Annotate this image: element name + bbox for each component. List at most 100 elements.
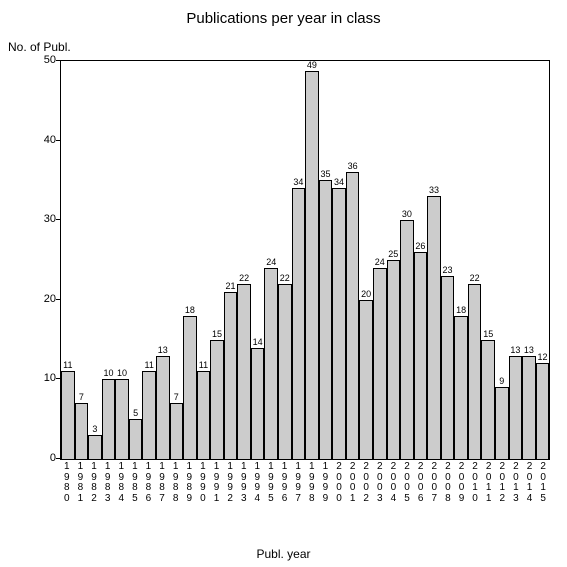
bar-value-label: 10: [103, 369, 113, 378]
bar-value-label: 11: [144, 361, 153, 370]
bar-rect: [305, 71, 319, 459]
bar: 13: [156, 61, 170, 459]
bar: 7: [170, 61, 184, 459]
bar-value-label: 22: [280, 274, 290, 283]
bar: 20: [359, 61, 373, 459]
bar: 5: [129, 61, 143, 459]
bar-value-label: 34: [334, 178, 344, 187]
bar-value-label: 9: [499, 377, 504, 386]
x-tick-label: 2013: [509, 462, 523, 504]
bar-rect: [75, 403, 89, 459]
x-tick-label: 1982: [87, 462, 101, 504]
bar-rect: [251, 348, 265, 459]
bar-rect: [170, 403, 184, 459]
bar-rect: [264, 268, 278, 459]
bar-rect: [441, 276, 455, 459]
bar-value-label: 12: [537, 353, 547, 362]
bar-value-label: 24: [375, 258, 385, 267]
bar-value-label: 5: [133, 409, 138, 418]
bar: 25: [387, 61, 401, 459]
bar-value-label: 25: [388, 250, 398, 259]
x-tick-label: 1992: [223, 462, 237, 504]
bar-rect: [197, 371, 211, 459]
bar: 36: [346, 61, 360, 459]
x-tick-label: 2015: [536, 462, 550, 504]
bar-value-label: 24: [266, 258, 276, 267]
x-tick-label: 2008: [441, 462, 455, 504]
bar: 24: [264, 61, 278, 459]
bar: 21: [224, 61, 238, 459]
x-tick-label: 2004: [387, 462, 401, 504]
x-tick-label: 2003: [373, 462, 387, 504]
y-axis-title: No. of Publ.: [8, 40, 71, 54]
bar: 11: [197, 61, 211, 459]
bar-value-label: 15: [212, 330, 222, 339]
x-tick-label: 2000: [332, 462, 346, 504]
bar-rect: [400, 220, 414, 459]
bar-rect: [224, 292, 238, 459]
x-tick-label: 2012: [496, 462, 510, 504]
bar-value-label: 33: [429, 186, 439, 195]
bar: 33: [427, 61, 441, 459]
bar: 18: [454, 61, 468, 459]
y-axis-ticks: 01020304050: [0, 60, 60, 460]
x-axis-title: Publ. year: [0, 547, 567, 561]
y-tick-label: 30: [44, 213, 56, 225]
bar: 3: [88, 61, 102, 459]
x-tick-label: 2001: [346, 462, 360, 504]
bar-value-label: 23: [443, 266, 453, 275]
bar-rect: [346, 172, 360, 459]
x-tick-label: 1985: [128, 462, 142, 504]
bar-rect: [522, 356, 536, 459]
x-tick-label: 1993: [237, 462, 251, 504]
bar-value-label: 10: [117, 369, 127, 378]
bar-rect: [88, 435, 102, 459]
bar-rect: [183, 316, 197, 459]
x-tick-label: 2014: [523, 462, 537, 504]
x-tick-label: 2006: [414, 462, 428, 504]
x-tick-label: 1983: [101, 462, 115, 504]
bar-rect: [414, 252, 428, 459]
bars-group: 1173101051113718111521221424223449353436…: [61, 61, 549, 459]
bar-rect: [102, 379, 116, 459]
bar: 11: [142, 61, 156, 459]
x-tick-label: 1997: [291, 462, 305, 504]
bar: 26: [414, 61, 428, 459]
bar: 24: [373, 61, 387, 459]
bar: 9: [495, 61, 509, 459]
bar-rect: [468, 284, 482, 459]
bar-rect: [319, 180, 333, 459]
bar-rect: [359, 300, 373, 459]
bar: 34: [332, 61, 346, 459]
bar-value-label: 7: [79, 393, 84, 402]
bar: 22: [278, 61, 292, 459]
bar: 11: [61, 61, 75, 459]
x-tick-label: 1991: [210, 462, 224, 504]
x-tick-label: 1996: [278, 462, 292, 504]
bar-value-label: 14: [253, 338, 263, 347]
bar: 13: [522, 61, 536, 459]
bar-rect: [387, 260, 401, 459]
bar-value-label: 15: [483, 330, 493, 339]
bar-value-label: 36: [348, 162, 358, 171]
chart-container: Publications per year in class No. of Pu…: [0, 0, 567, 567]
x-tick-label: 1999: [319, 462, 333, 504]
bar: 12: [536, 61, 550, 459]
bar: 22: [468, 61, 482, 459]
bar-value-label: 18: [185, 306, 195, 315]
bar-rect: [115, 379, 129, 459]
x-tick-label: 1990: [196, 462, 210, 504]
bar-value-label: 7: [174, 393, 179, 402]
bar-value-label: 11: [63, 361, 72, 370]
y-tick-label: 50: [44, 54, 56, 66]
bar-rect: [292, 188, 306, 459]
bar: 35: [319, 61, 333, 459]
x-tick-label: 1995: [264, 462, 278, 504]
x-tick-label: 2009: [455, 462, 469, 504]
x-tick-label: 2002: [359, 462, 373, 504]
bar: 10: [115, 61, 129, 459]
x-tick-label: 1998: [305, 462, 319, 504]
bar: 13: [509, 61, 523, 459]
x-tick-label: 1987: [155, 462, 169, 504]
y-tick-label: 40: [44, 134, 56, 146]
